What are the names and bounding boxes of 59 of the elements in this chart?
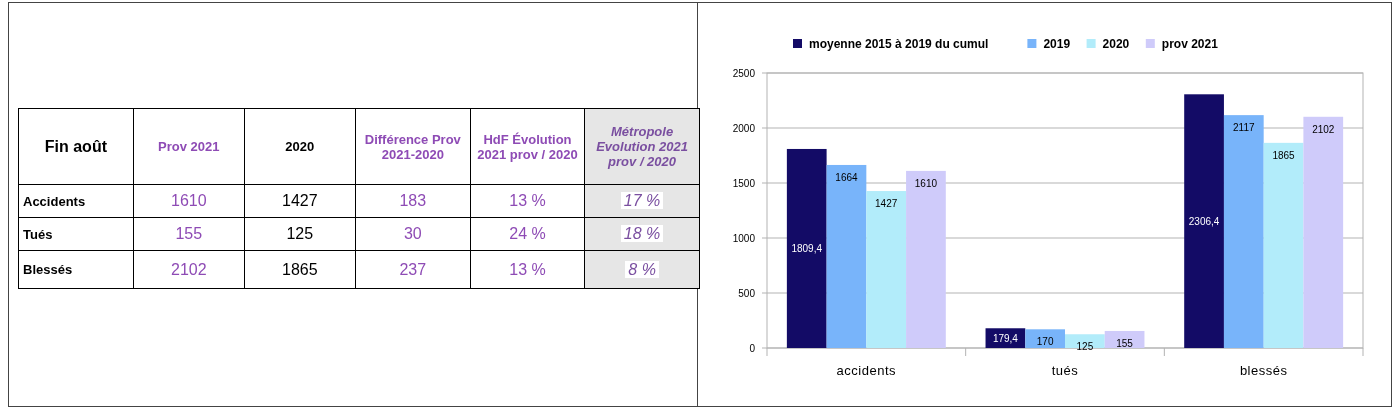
bar <box>866 191 907 348</box>
text: 1427 <box>282 192 318 209</box>
data-label: 1809,4 <box>791 243 823 255</box>
text: 13 % <box>509 260 546 278</box>
text: 24 % <box>509 225 546 242</box>
data-label: 179,4 <box>992 333 1019 345</box>
category-label: Blessés <box>23 262 73 277</box>
bar <box>1025 329 1065 348</box>
category-label: Accidents <box>23 193 86 209</box>
legend-label: prov 2021 <box>1161 37 1219 51</box>
data-label: 2102 <box>1312 123 1335 135</box>
category-label: Différence Prov 2021-2020 <box>355 108 471 185</box>
text: 125 <box>286 225 314 242</box>
data-label: 1610 <box>914 177 938 189</box>
data-label: 155 <box>1116 337 1134 349</box>
bar <box>1263 142 1304 348</box>
category-label: Tués <box>23 226 53 242</box>
data-label: 2117 <box>1233 122 1255 134</box>
text: 1865 <box>282 260 318 278</box>
text: 8 % <box>628 260 656 278</box>
text: 18 % <box>623 225 661 242</box>
category-label: HdF Évolution 2021 prov / 2020 <box>470 108 585 185</box>
data-label: 1664 <box>835 171 859 183</box>
category-label: Prov 2021 <box>133 108 245 185</box>
text: 237 <box>399 260 427 278</box>
text: 1610 <box>170 192 207 209</box>
text: 155 <box>175 225 203 242</box>
bar <box>1065 334 1105 348</box>
data-label: 2306,4 <box>1188 216 1220 228</box>
bar <box>1184 94 1224 348</box>
y-tick-label: 500 <box>738 287 756 299</box>
data-label: 125 <box>1076 341 1094 353</box>
y-tick-label: 0 <box>749 342 756 354</box>
x-tick-label: tués <box>1051 363 1079 378</box>
category-label: 2020 <box>244 108 356 185</box>
legend-label: 2019 <box>1043 37 1071 51</box>
text: 13 % <box>509 192 546 209</box>
bar <box>786 148 827 348</box>
category-label: Fin août <box>18 108 134 185</box>
legend-label: 2020 <box>1102 37 1130 51</box>
y-tick-label: 1000 <box>732 232 756 244</box>
data-label: 1865 <box>1272 149 1296 161</box>
data-label: 1427 <box>875 198 898 210</box>
x-tick-label: accidents <box>836 363 897 378</box>
y-tick-label: 2500 <box>732 67 756 79</box>
bar <box>1303 116 1344 348</box>
text: 17 % <box>623 192 661 209</box>
y-tick-label: 1500 <box>732 177 756 189</box>
category-label: Métropole Evolution 2021 prov / 2020 <box>584 108 700 185</box>
legend-label: moyenne 2015 à 2019 du cumul <box>809 37 989 51</box>
text: 183 <box>399 192 427 209</box>
y-tick-label: 2000 <box>732 122 756 134</box>
x-tick-label: blessés <box>1239 363 1288 378</box>
bar <box>826 164 867 348</box>
bar <box>906 170 946 348</box>
data-label: 170 <box>1036 336 1054 348</box>
bar <box>1223 115 1264 348</box>
text: 30 <box>403 225 422 242</box>
text: 2102 <box>170 260 207 278</box>
